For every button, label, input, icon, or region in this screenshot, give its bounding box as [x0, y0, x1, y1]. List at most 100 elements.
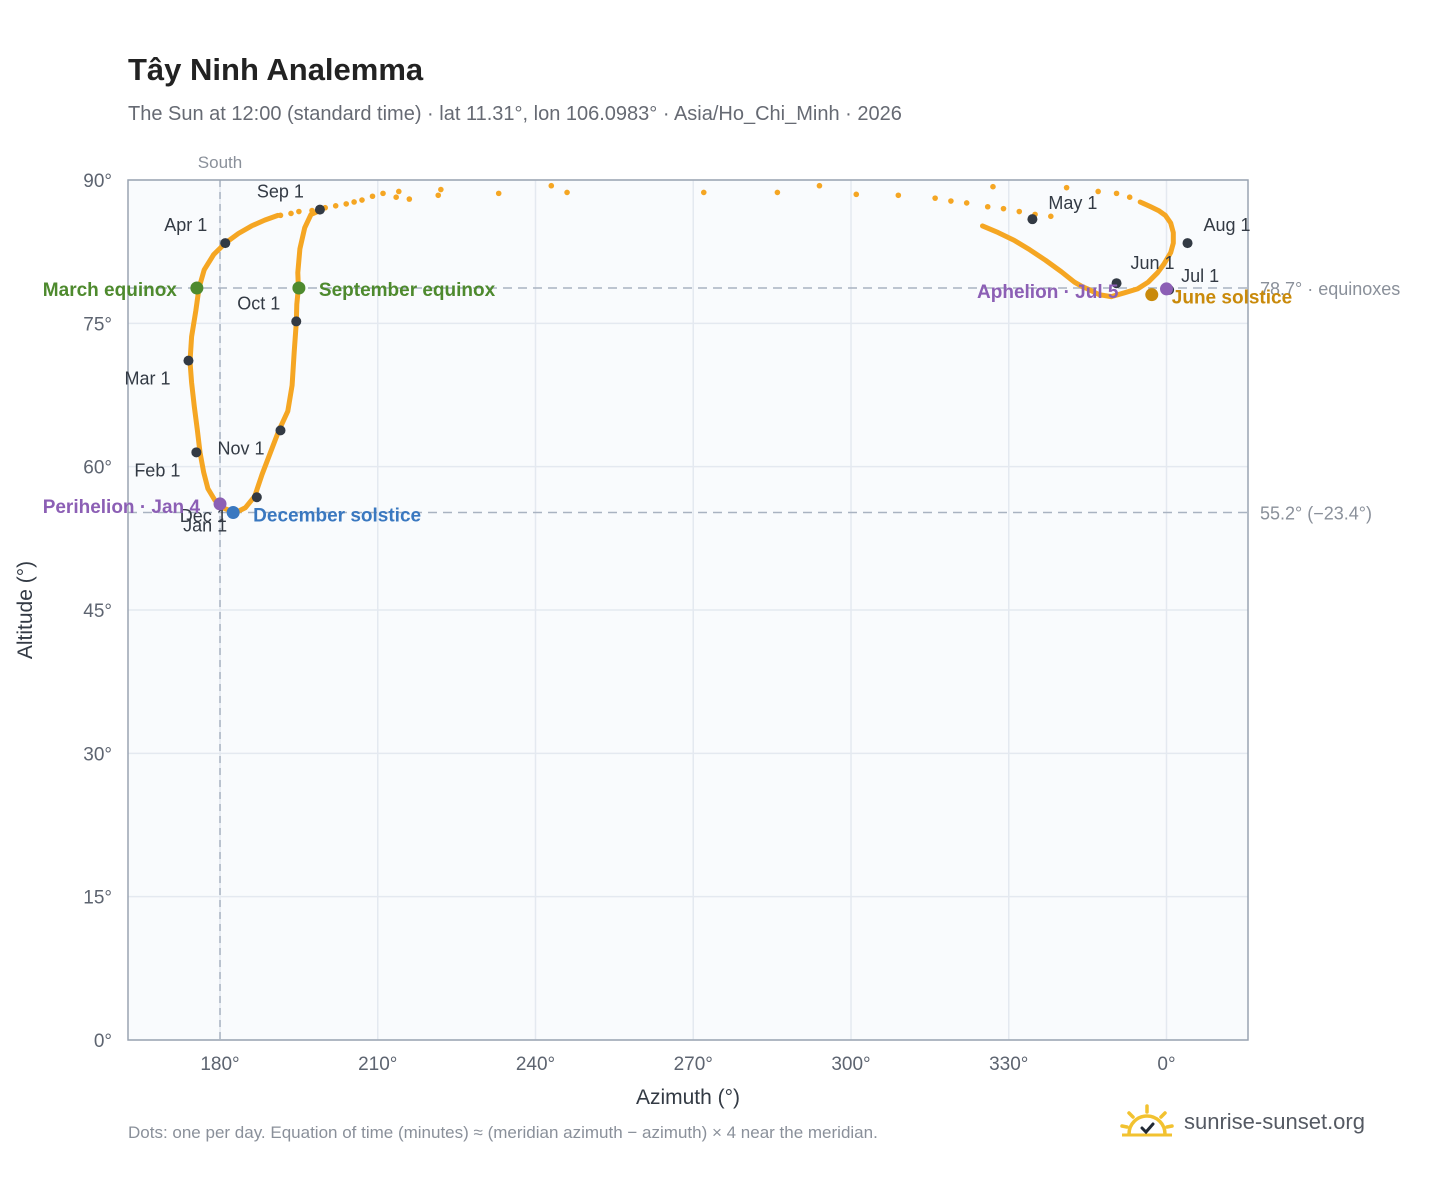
analemma-path-segment [980, 223, 1114, 300]
x-tick-label: 300° [831, 1054, 870, 1075]
month-label-jun-1: Jun 1 [1131, 253, 1175, 273]
daily-sun-dot [1016, 208, 1023, 215]
month-label-apr-1: Apr 1 [164, 215, 207, 235]
y-tick-label: 90° [83, 171, 112, 192]
daily-sun-dot [948, 198, 954, 204]
daily-sun-dot [564, 189, 570, 196]
event-label-march-equinox: March equinox [43, 280, 178, 301]
daily-sun-dot [369, 193, 376, 200]
event-marker-december-solstice [226, 506, 240, 520]
month-label-jul-1: Jul 1 [1181, 266, 1219, 286]
event-marker-september-equinox [292, 281, 306, 295]
y-axis-label: Altitude (°) [14, 561, 37, 659]
month-marker-aug-1 [1182, 238, 1193, 249]
event-label-june-solstice: June solstice [1172, 288, 1292, 309]
event-markers: March equinox September equinox June solst… [43, 280, 1292, 527]
daily-sun-dot [853, 191, 860, 198]
event-label-perihelion-jan-4: Perihelion · Jan 4 [43, 497, 201, 518]
month-label-aug-1: Aug 1 [1204, 215, 1251, 235]
x-tick-label: 180° [200, 1054, 239, 1075]
daily-sun-dot [380, 190, 386, 197]
daily-sun-dot [990, 183, 996, 190]
daily-sun-dot [895, 192, 902, 199]
x-tick-label: 210° [358, 1054, 397, 1075]
daily-sun-dot [395, 188, 402, 195]
daily-sun-dot [438, 186, 444, 193]
y-tick-label: 75° [83, 314, 112, 335]
month-marker-sep-1 [314, 204, 325, 215]
brand[interactable]: sunrise-sunset.org [1120, 1104, 1365, 1140]
daily-sun-dot [1048, 213, 1054, 220]
month-markers: Jan 1 Feb 1 Mar 1 Apr 1 May 1 Jun 1 Jul 1 Aug 1… [124, 182, 1250, 536]
chart-title: Tây Ninh Analemma [128, 52, 424, 87]
y-tick-label: 60° [83, 458, 112, 479]
daily-sun-dot [288, 210, 294, 217]
analemma-path-segment [233, 208, 323, 515]
y-tick-label: 45° [83, 601, 112, 622]
month-label-jan-1: Jan 1 [183, 516, 227, 536]
daily-sun-dot [816, 182, 823, 189]
daily-sun-dot [296, 208, 302, 215]
event-marker-aphelion-jul-5 [1159, 282, 1173, 296]
plot-frame [127, 179, 1249, 1041]
daily-sun-dot [406, 196, 413, 202]
x-tick-label: 240° [516, 1054, 555, 1075]
reference-lines: South 78.7° · equinoxes 55.2° (−23.4°) [128, 153, 1400, 1040]
event-label-december-solstice: December solstice [253, 506, 421, 527]
month-label-dec-1: Dec 1 [180, 506, 227, 526]
month-marker-dec-1 [251, 492, 262, 503]
daily-sun-dot [963, 200, 970, 206]
analemma-curve [187, 182, 1176, 515]
month-label-feb-1: Feb 1 [134, 460, 180, 480]
daily-sun-dot [548, 182, 555, 189]
month-label-may-1: May 1 [1048, 193, 1097, 213]
south-reference-label: South [198, 153, 242, 172]
month-marker-oct-1 [291, 316, 302, 327]
month-label-oct-1: Oct 1 [237, 293, 280, 313]
daily-sun-dot [1095, 188, 1101, 195]
daily-sun-dot [932, 195, 938, 201]
daily-sun-dot [359, 197, 365, 203]
event-label-september-equinox: September equinox [319, 280, 496, 301]
event-marker-june-solstice [1145, 288, 1159, 302]
analemma-path-segment [187, 212, 281, 515]
daily-sun-dot [393, 194, 399, 200]
grid [128, 179, 1248, 1041]
x-tick-label: 330° [989, 1054, 1028, 1075]
altitude-reference-label: 55.2° (−23.4°) [1260, 504, 1372, 524]
daily-sun-dot [435, 192, 442, 199]
event-label-aphelion-jul-5: Aphelion · Jul 5 [977, 282, 1119, 303]
month-marker-may-1 [1027, 214, 1038, 225]
month-marker-mar-1 [183, 355, 194, 366]
daily-sun-dot [1063, 184, 1070, 191]
daily-sun-dot [1126, 194, 1133, 200]
daily-sun-dot [332, 203, 339, 209]
month-marker-feb-1 [191, 447, 202, 458]
daily-sun-dot [774, 189, 781, 196]
analemma-path-segment [1108, 199, 1176, 300]
y-tick-label: 30° [83, 744, 112, 765]
event-marker-perihelion-jan-4 [213, 497, 227, 511]
chart-subtitle: The Sun at 12:00 (standard time) · lat 1… [128, 103, 902, 125]
daily-sun-dot [700, 189, 707, 196]
y-tick-label: 0° [94, 1031, 112, 1052]
x-tick-label: 0° [1157, 1054, 1175, 1075]
daily-sun-dot [495, 190, 502, 197]
daily-sun-dot [309, 207, 315, 214]
x-tick-label: 270° [674, 1054, 713, 1075]
daily-sun-dot [1000, 205, 1007, 212]
daily-sun-dot [1113, 190, 1120, 197]
event-marker-march-equinox [190, 281, 204, 295]
brand-name: sunrise-sunset.org [1184, 1109, 1365, 1134]
footnote: Dots: one per day. Equation of time (min… [128, 1123, 878, 1142]
month-label-sep-1: Sep 1 [257, 182, 304, 202]
daily-sun-dot [351, 199, 357, 205]
daily-sun-dot [984, 203, 991, 210]
month-marker-jun-1 [1111, 278, 1122, 289]
month-label-mar-1: Mar 1 [124, 369, 170, 389]
altitude-reference-label: 78.7° · equinoxes [1260, 279, 1400, 299]
y-tick-label: 15° [83, 888, 112, 909]
month-marker-apr-1 [220, 238, 231, 249]
axis-ticks: 180° 210° 240° 270° 300° 330° 0° 0° 15° 30° 45° 60°… [83, 171, 1175, 1075]
